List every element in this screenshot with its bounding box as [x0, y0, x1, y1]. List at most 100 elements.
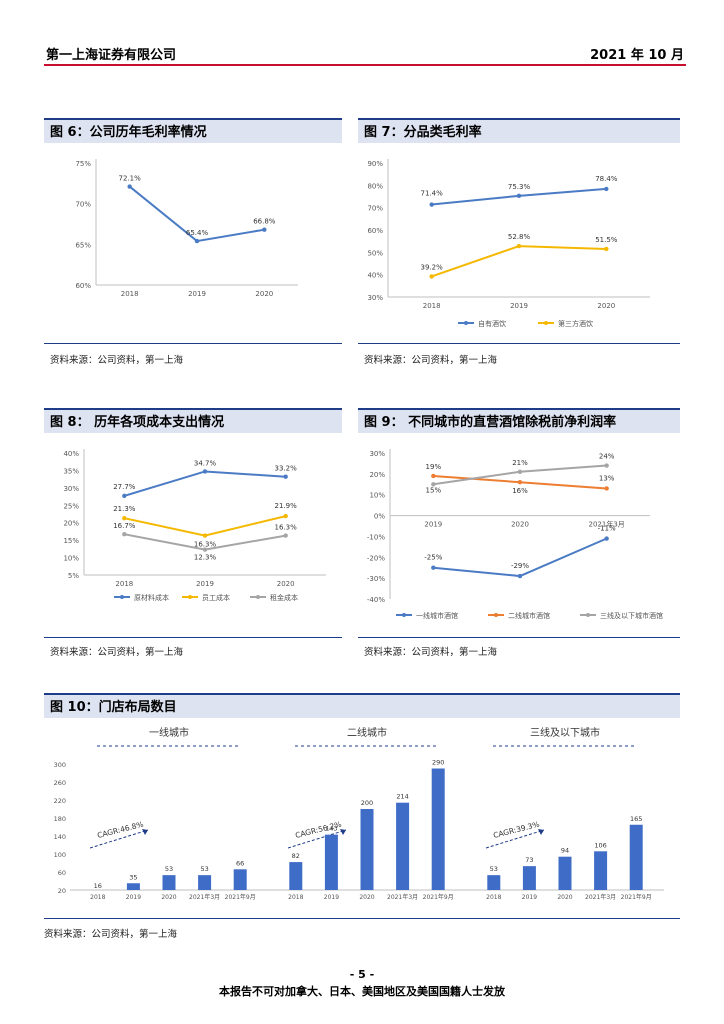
fig10-cagr-arrowhead — [538, 829, 544, 835]
fig10-bar-label: 66 — [236, 859, 244, 867]
fig8-legend-marker — [188, 595, 192, 599]
fig7-ytick: 30% — [367, 294, 383, 302]
fig9-series-line — [433, 537, 608, 578]
fig9-legend-label: 二线城市酒馆 — [508, 611, 550, 620]
fig9-legend-marker — [494, 613, 498, 617]
fig7-legend-label: 第三方酒饮 — [558, 319, 593, 328]
fig9-ytick: -30% — [367, 575, 385, 583]
fig10-source-divider — [44, 918, 680, 919]
fig8-ytick: 25% — [63, 502, 79, 510]
fig10-bar-label: 73 — [525, 856, 533, 864]
fig7-ytick: 90% — [367, 160, 383, 168]
fig7-ytick: 70% — [367, 205, 383, 213]
fig8-point — [202, 469, 208, 474]
fig7-ytick: 60% — [367, 227, 383, 235]
fig9-point — [604, 486, 609, 491]
fig9-legend-label: 一线城市酒馆 — [416, 611, 458, 620]
fig10-source: 资料来源：公司资料，第一上海 — [44, 929, 178, 940]
fig10-bar — [324, 834, 338, 890]
fig10-chart: 300 260 220 180 140 100 60 20 一线城市 CAGR:46.8% 16 20… — [54, 726, 664, 901]
fig6-point — [127, 184, 132, 189]
fig10-bar — [233, 869, 247, 890]
fig7-point — [516, 193, 522, 199]
fig7-point — [429, 274, 434, 279]
distribution-notice: 本报告不可对加拿大、日本、美国地区及美国国籍人士发放 — [219, 985, 505, 998]
fig10-cagr-arrow — [485, 829, 545, 849]
fig7-legend-marker — [464, 321, 468, 325]
fig10-bar — [126, 883, 140, 890]
fig10-bar-label: 53 — [490, 865, 498, 873]
fig7-xtick: 2020 — [597, 302, 615, 310]
fig10-bar — [162, 875, 176, 890]
fig9-data-label: -29% — [511, 562, 529, 570]
fig10-cagr-label: CAGR:46.8% — [96, 820, 144, 840]
fig7-data-label: 52.8% — [508, 233, 531, 241]
fig6-xtick: 2019 — [188, 290, 206, 298]
fig8-point — [122, 515, 127, 521]
fig9-legend-label: 三线及以下城市酒馆 — [600, 611, 663, 620]
fig6-data-label: 65.4% — [186, 229, 209, 237]
fig9-data-label: -11% — [598, 525, 616, 533]
fig10-chart-area: 300 260 220 180 140 100 60 20 一线城市 CAGR:46.8% 16 20… — [44, 720, 680, 915]
fig9-ytick: 20% — [369, 471, 385, 479]
fig7-ytick: 40% — [367, 272, 383, 280]
fig8-ytick: 20% — [63, 520, 79, 528]
fig10-xtick: 2018 — [288, 894, 303, 901]
fig7-data-label: 39.2% — [421, 263, 444, 271]
fig10-xtick: 2021年9月 — [621, 893, 652, 901]
fig6-xtick: 2020 — [255, 290, 273, 298]
fig7-ytick: 80% — [367, 182, 383, 190]
fig10-bar-label: 200 — [361, 799, 373, 807]
fig9-ytick: 30% — [369, 450, 385, 458]
fig10-group-name: 一线城市 — [149, 726, 189, 739]
fig7-source: 资料来源：公司资料，第一上海 — [364, 355, 498, 366]
fig10-cagr-arrow — [89, 829, 149, 849]
fig10-bar — [289, 862, 303, 890]
fig10-bar — [558, 856, 572, 890]
fig9-data-label: -25% — [424, 554, 442, 562]
fig8-series-line — [124, 470, 286, 497]
fig8-data-label: 16.3% — [194, 541, 217, 549]
fig9-xtick: 2019 — [424, 521, 442, 529]
fig7-series-line — [431, 245, 607, 278]
fig10-xtick: 2020 — [359, 894, 374, 901]
fig10-bar-label: 214 — [396, 793, 408, 801]
header-divider — [44, 64, 686, 66]
fig7-xtick: 2018 — [423, 302, 441, 310]
fig8-point — [283, 533, 288, 538]
fig8-ytick: 5% — [68, 572, 79, 580]
fig8-xtick: 2019 — [196, 580, 214, 588]
fig8-source: 资料来源：公司资料，第一上海 — [50, 647, 184, 658]
fig9-legend-marker — [402, 613, 406, 617]
fig8-legend-marker — [256, 595, 260, 599]
fig9-point — [431, 482, 436, 487]
fig10-bar-label: 290 — [432, 759, 444, 767]
fig8-data-label: 12.3% — [194, 554, 217, 562]
fig10-bar — [629, 824, 643, 890]
fig8-data-label: 16.7% — [113, 522, 136, 530]
fig10-cagr-arrowhead — [142, 829, 148, 835]
fig8-data-label: 33.2% — [275, 465, 298, 473]
fig10-xtick: 2021年3月 — [387, 893, 418, 901]
fig7-data-label: 71.4% — [421, 190, 444, 198]
fig6-title: 图 6：公司历年毛利率情况 — [44, 118, 342, 143]
fig7-source-divider — [358, 343, 680, 344]
page-number: - 5 - — [349, 968, 375, 981]
fig10-cagr-label: CAGR:39.3% — [492, 820, 540, 840]
fig6-chart-area: 75% 70% 65% 60% 2018 2019 2020 72.1% 65.4% 66.8% — [44, 145, 342, 340]
fig6-ytick: 75% — [75, 160, 91, 168]
fig10-xtick: 2021年9月 — [225, 893, 256, 901]
fig7-chart: 90% 80% 70% 60% 50% 40% 30% 2018 2019 2020 71.4% 75… — [367, 159, 650, 328]
fig10-ytick: 20 — [58, 887, 66, 895]
fig8-xtick: 2020 — [277, 580, 295, 588]
fig10-xtick: 2018 — [486, 894, 501, 901]
fig9-data-label: 16% — [512, 487, 528, 495]
fig10-xtick: 2019 — [522, 894, 537, 901]
fig10-bar-label: 143 — [325, 825, 337, 833]
fig7-chart-area: 90% 80% 70% 60% 50% 40% 30% 2018 2019 2020 71.4% 75… — [358, 145, 680, 340]
fig7-point — [604, 246, 609, 252]
fig10-ytick: 300 — [54, 761, 66, 769]
fig10-bar — [396, 802, 410, 890]
fig9-point — [431, 565, 436, 570]
fig10-ytick: 100 — [54, 851, 66, 859]
